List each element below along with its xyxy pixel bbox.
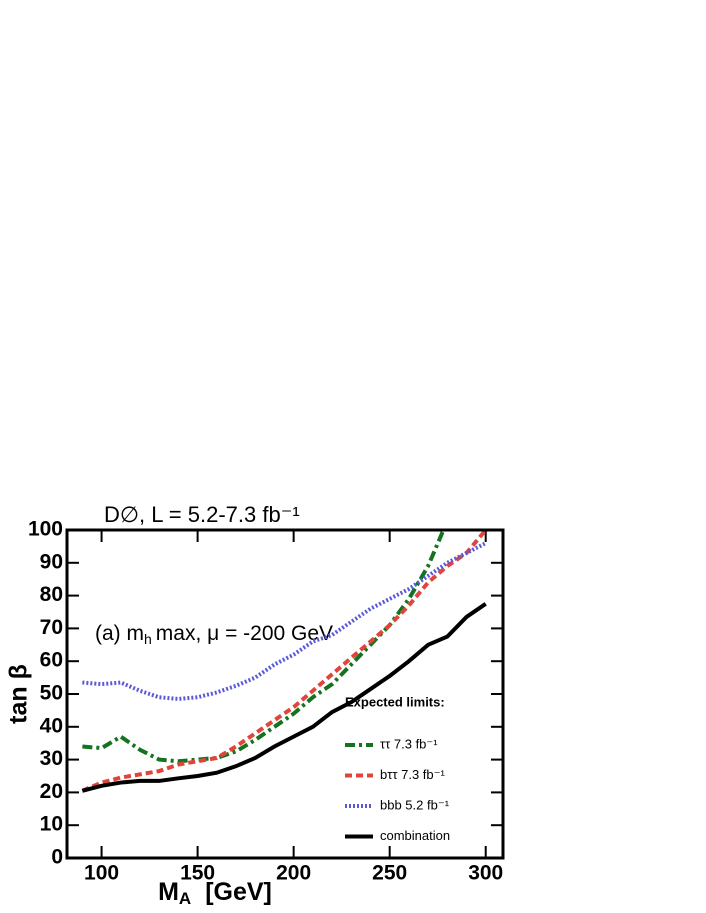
annotation: (a) mh max, μ = -200 GeV xyxy=(95,622,333,647)
series-line xyxy=(81,530,488,793)
x-label-main: M xyxy=(158,878,179,906)
series-line xyxy=(82,541,487,701)
legend-title: Expected limits: xyxy=(345,694,445,709)
y-tick-label: 70 xyxy=(40,616,63,639)
x-axis-label: MA [GeV] xyxy=(158,878,272,909)
legend-label: bbb 5.2 fb⁻¹ xyxy=(380,797,450,812)
y-tick-label: 0 xyxy=(51,846,63,869)
y-tick-label: 80 xyxy=(40,583,63,606)
y-tick-label: 40 xyxy=(40,714,63,737)
y-axis-label: tan β xyxy=(5,664,33,724)
x-tick-label: 100 xyxy=(84,862,119,885)
series-line xyxy=(81,602,487,793)
frame xyxy=(65,528,505,860)
y-tick-label: 20 xyxy=(40,780,63,803)
y-tick-label: 100 xyxy=(28,518,63,541)
legend-label: ττ 7.3 fb⁻¹ xyxy=(380,736,438,751)
y-tick-label: 60 xyxy=(40,649,63,672)
y-tick-label: 90 xyxy=(40,550,63,573)
x-label-rest: [GeV] xyxy=(205,878,272,906)
x-tick-label: 300 xyxy=(468,862,503,885)
x-tick-label: 150 xyxy=(180,862,215,885)
y-tick-label: 50 xyxy=(40,682,63,705)
annotation-pre: (a) m xyxy=(95,622,144,645)
y-tick-label: 10 xyxy=(40,813,63,836)
x-label-sub: A xyxy=(179,889,191,908)
legend-label: bττ 7.3 fb⁻¹ xyxy=(380,767,445,782)
y-tick-label: 30 xyxy=(40,747,63,770)
x-tick-label: 250 xyxy=(372,862,407,885)
annotation-post: max, μ = -200 GeV xyxy=(156,622,333,645)
x-tick-label: 200 xyxy=(276,862,311,885)
chart-title: D∅, L = 5.2-7.3 fb⁻¹ xyxy=(104,502,300,527)
plot-area xyxy=(81,530,488,793)
series-line xyxy=(82,530,446,764)
legend-label: combination xyxy=(380,828,450,843)
annotation-sub: h xyxy=(144,631,152,647)
axes xyxy=(67,529,503,859)
